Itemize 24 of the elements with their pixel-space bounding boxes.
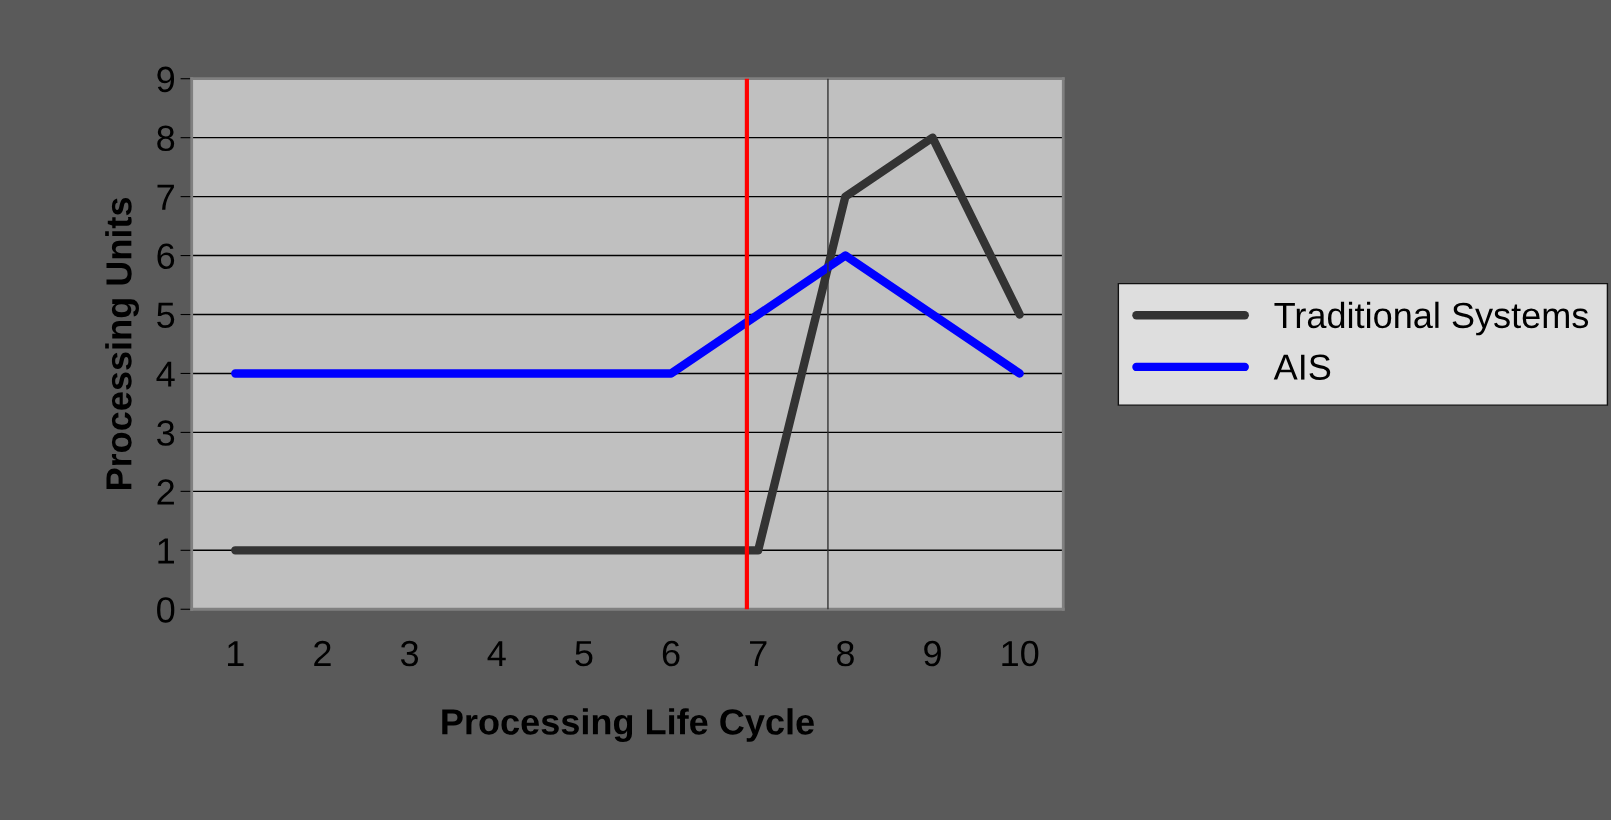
y-tick-label: 0 xyxy=(157,597,175,623)
y-tick-label: 2 xyxy=(157,479,174,505)
y-tick-label: 5 xyxy=(157,302,175,328)
y-axis-title: Processing Units xyxy=(105,197,139,490)
legend-label: Traditional Systems xyxy=(1274,301,1589,336)
y-tick-label: 7 xyxy=(157,184,174,210)
x-tick-label: 5 xyxy=(575,641,593,667)
y-tick-label: 3 xyxy=(157,420,175,446)
y-tick-label: 9 xyxy=(157,66,175,93)
x-tick-label: 7 xyxy=(750,641,767,666)
x-tick-label: 1 xyxy=(228,641,244,666)
legend-label: AIS xyxy=(1273,354,1331,380)
x-tick-label: 8 xyxy=(836,640,854,667)
x-tick-label: 4 xyxy=(487,641,506,666)
x-tick-label: 10 xyxy=(1002,640,1039,667)
x-tick-label: 3 xyxy=(400,640,419,667)
y-tick-label: 6 xyxy=(157,243,175,270)
y-tick-label: 4 xyxy=(156,361,175,387)
x-tick-label: 9 xyxy=(924,640,941,667)
x-axis-title: Processing Life Cycle xyxy=(442,708,814,743)
y-tick-label: 1 xyxy=(158,538,174,564)
x-tick-label: 2 xyxy=(314,640,331,666)
x-tick-label: 6 xyxy=(662,640,680,667)
y-tick-label: 8 xyxy=(157,125,175,152)
